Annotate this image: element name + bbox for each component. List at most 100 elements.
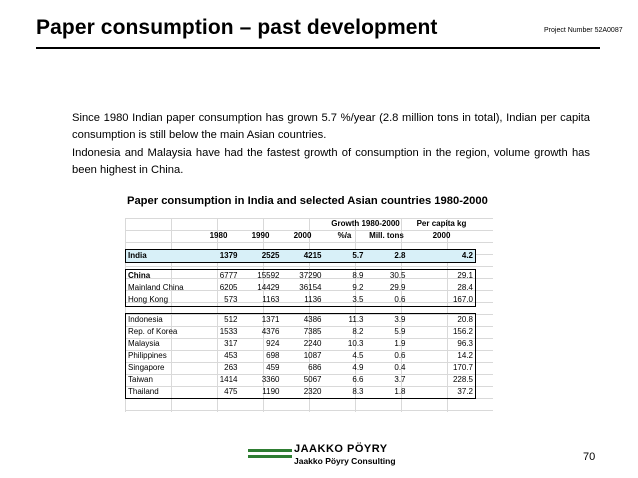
cell: 6205: [219, 282, 238, 292]
cell: 14429: [257, 282, 280, 292]
cell: 15592: [239, 268, 282, 282]
table-title: Paper consumption in India and selected …: [127, 195, 488, 207]
cell: 20.8: [407, 312, 476, 326]
table-row: Thailand 475 1190 2320 8.3 1.8 37.2: [125, 385, 476, 399]
cell: 8.3: [323, 385, 366, 399]
cell: 7385: [303, 326, 322, 336]
cell: 4.2: [407, 248, 476, 263]
cell: 96.3: [407, 337, 476, 350]
col-header-pct: %/a: [337, 231, 352, 240]
percap-group-header: Per capita kg: [416, 219, 467, 228]
cell: 28.4: [407, 281, 476, 294]
logo-bar-icon: [248, 449, 292, 452]
cell: 4.9: [352, 362, 364, 372]
cell: 0.4: [394, 362, 406, 372]
paragraph-1: Since 1980 Indian paper consumption has …: [72, 112, 590, 141]
cell: 453: [224, 350, 238, 360]
cell: 1136: [281, 293, 324, 307]
cell: 3.9: [365, 312, 408, 326]
cell: 37290: [281, 268, 324, 282]
cell: 37.2: [407, 385, 476, 399]
cell: 228.5: [407, 373, 476, 386]
cell: 30.5: [365, 268, 408, 282]
cell: 1371: [239, 312, 282, 326]
cell: 170.7: [407, 361, 476, 374]
cell: 573: [197, 293, 240, 307]
table-group-1: China 6777 15592 37290 8.9 30.5 29.1 Mainland C…: [125, 268, 476, 307]
cell: 9.2: [352, 282, 364, 292]
page-title: Paper consumption – past development: [36, 16, 438, 39]
table-header-row-1: Growth 1980-2000 Per capita kg: [126, 218, 476, 230]
cell: 29.9: [389, 282, 406, 292]
paragraph-2: Indonesia and Malaysia have had the fast…: [72, 147, 590, 176]
cell: 924: [266, 338, 280, 348]
cell: 686: [308, 362, 322, 372]
row-label: Thailand: [125, 385, 198, 399]
table-row: Malaysia 317 924 2240 10.3 1.9 96.3: [125, 337, 476, 350]
cell: 2320: [281, 385, 324, 399]
cell: 6.6: [352, 374, 364, 384]
cell: 6777: [197, 268, 240, 282]
logo-bar-icon: [248, 455, 292, 458]
cell: 459: [266, 362, 280, 372]
growth-group-header: Growth 1980-2000: [331, 219, 400, 228]
table-row: Philippines 453 698 1087 4.5 0.6 14.2: [125, 349, 476, 362]
cell: 4386: [281, 312, 324, 326]
page-number: 70: [583, 451, 596, 463]
cell: 11.3: [323, 312, 366, 326]
cell: 263: [224, 362, 238, 372]
consumption-table: Growth 1980-2000 Per capita kg 1980 1990…: [125, 218, 476, 399]
cell: 5.7: [323, 248, 366, 263]
title-divider: [36, 47, 600, 49]
cell: 475: [197, 385, 240, 399]
row-label: Philippines: [125, 349, 198, 362]
cell: 1414: [219, 374, 238, 384]
col-header-2000: 2000: [293, 231, 312, 240]
col-header-1990: 1990: [251, 231, 270, 240]
table-row: Singapore 263 459 686 4.9 0.4 170.7: [125, 361, 476, 374]
col-header-milltons: Mill. tons: [369, 231, 404, 240]
cell: 698: [266, 350, 280, 360]
cell: 2.8: [365, 248, 408, 263]
cell: 10.3: [347, 338, 364, 348]
cell: 0.6: [365, 293, 408, 307]
cell: 5.9: [394, 326, 406, 336]
row-label: Singapore: [125, 361, 198, 374]
cell: 1.9: [394, 338, 406, 348]
company-logo: JAAKKO PÖYRY Jaakko Pöyry Consulting: [248, 443, 396, 469]
cell: 1163: [239, 293, 282, 307]
logo-wordmark: JAAKKO PÖYRY: [294, 443, 388, 455]
cell: 4215: [281, 248, 324, 263]
cell: 512: [197, 312, 240, 326]
cell: 3.7: [394, 374, 406, 384]
cell: 1087: [303, 350, 322, 360]
row-label: Indonesia: [125, 312, 198, 326]
cell: 4376: [261, 326, 280, 336]
table-row-india: India 1379 2525 4215 5.7 2.8 4.2: [125, 248, 476, 263]
cell: 5067: [303, 374, 322, 384]
cell: 167.0: [407, 293, 476, 307]
cell: 8.9: [323, 268, 366, 282]
row-label: Rep. of Korea: [125, 325, 198, 338]
cell: 14.2: [407, 349, 476, 362]
cell: 1190: [239, 385, 282, 399]
row-label: Hong Kong: [125, 293, 198, 307]
row-label: Malaysia: [125, 337, 198, 350]
project-number: Project Number 52A0087: [544, 27, 623, 34]
col-header-1980: 1980: [209, 231, 228, 240]
cell: 1.8: [365, 385, 408, 399]
table-row: Taiwan 1414 3360 5067 6.6 3.7 228.5: [125, 373, 476, 386]
cell: 2240: [303, 338, 322, 348]
table-row: Hong Kong 573 1163 1136 3.5 0.6 167.0: [125, 293, 476, 307]
row-label: Mainland China: [125, 281, 198, 294]
cell: 4.5: [352, 350, 364, 360]
cell: 3360: [261, 374, 280, 384]
logo-subtitle: Jaakko Pöyry Consulting: [294, 456, 396, 466]
cell: 8.2: [352, 326, 364, 336]
cell: 1533: [219, 326, 238, 336]
cell: 317: [224, 338, 238, 348]
table-row: China 6777 15592 37290 8.9 30.5 29.1: [125, 268, 476, 282]
cell: 36154: [299, 282, 322, 292]
table-row: Rep. of Korea 1533 4376 7385 8.2 5.9 156.2: [125, 325, 476, 338]
cell: 3.5: [323, 293, 366, 307]
